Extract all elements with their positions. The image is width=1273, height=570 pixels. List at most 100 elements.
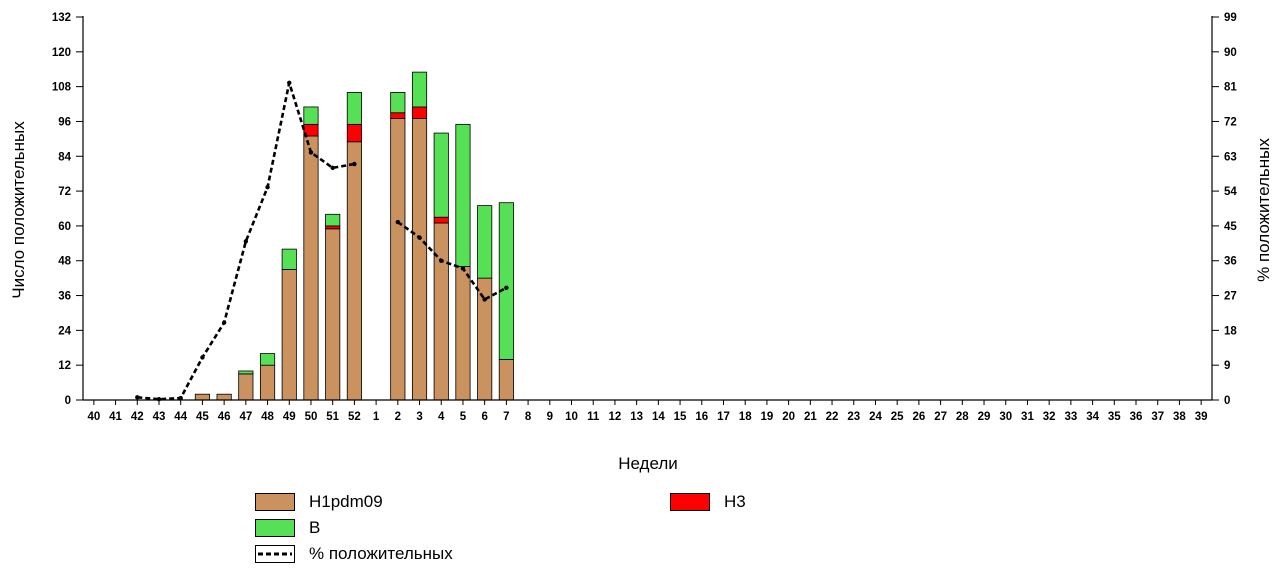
pct-point-6	[482, 297, 487, 302]
pct-point-43	[156, 397, 162, 402]
y-left-tick-label-132: 132	[52, 12, 71, 24]
bar-h1pdm09-7	[498, 358, 514, 401]
x-tick-label-50: 50	[305, 411, 318, 423]
x-tick-label-29: 29	[978, 411, 991, 423]
x-tick-label-19: 19	[761, 411, 774, 423]
x-tick-label-52: 52	[348, 411, 361, 423]
y-right-tick-label-18: 18	[1224, 325, 1237, 337]
x-tick-label-37: 37	[1151, 411, 1164, 423]
bar-b-2	[390, 92, 406, 114]
x-tick-label-40: 40	[87, 411, 100, 423]
x-tick-label-20: 20	[782, 411, 795, 423]
x-tick-label-49: 49	[283, 411, 296, 423]
x-tick-label-17: 17	[717, 411, 730, 423]
x-tick-label-43: 43	[153, 411, 166, 423]
y-right-tick-label-63: 63	[1224, 151, 1237, 163]
x-tick-label-44: 44	[174, 411, 187, 423]
y-axis-right-title: % положительных	[1254, 138, 1273, 282]
x-tick-label-38: 38	[1173, 411, 1186, 423]
bar-h1pdm09-51	[325, 228, 341, 401]
y-left-tick-label-120: 120	[52, 47, 71, 59]
pct-point-52	[352, 161, 357, 167]
bar-h1pdm09-2	[390, 118, 406, 401]
pct-point-45	[200, 355, 205, 360]
bar-h1pdm09-4	[433, 222, 449, 401]
x-tick-label-13: 13	[630, 411, 643, 423]
y-right-tick-label-27: 27	[1224, 291, 1237, 303]
bar-h3-3	[411, 106, 428, 119]
x-tick-label-18: 18	[739, 411, 752, 423]
x-tick-label-34: 34	[1086, 411, 1099, 423]
pct-point-47	[243, 239, 249, 244]
x-tick-label-5: 5	[460, 411, 467, 423]
y-left-tick-label-48: 48	[58, 256, 71, 268]
bar-b-5	[455, 123, 471, 267]
bar-b-7	[498, 202, 514, 360]
x-tick-label-15: 15	[674, 411, 687, 423]
x-tick-label-14: 14	[652, 411, 665, 423]
bar-h1pdm09-46	[216, 393, 232, 401]
bar-b-3	[411, 71, 428, 108]
x-tick-label-10: 10	[565, 411, 578, 423]
y-left-tick-label-60: 60	[58, 221, 71, 233]
y-right-tick-label-81: 81	[1224, 82, 1237, 94]
x-tick-label-25: 25	[891, 411, 904, 423]
x-tick-label-23: 23	[847, 411, 860, 423]
y-axis-left-title: Число положительных	[9, 121, 28, 299]
y-left-tick-label-24: 24	[58, 325, 71, 337]
bar-h1pdm09-50	[303, 135, 319, 401]
pct-point-48	[265, 185, 270, 190]
bar-h1pdm09-48	[259, 364, 276, 401]
y-right-tick-label-9: 9	[1224, 360, 1230, 372]
x-tick-label-21: 21	[804, 411, 817, 423]
pct-point-4	[439, 258, 444, 263]
bar-b-48	[259, 353, 276, 366]
x-tick-label-7: 7	[503, 411, 509, 423]
y-right-tick-label-0: 0	[1224, 395, 1230, 407]
pct-point-2	[395, 219, 401, 225]
bar-b-49	[281, 248, 297, 270]
bar-h1pdm09-45	[194, 393, 210, 401]
pct-line-segment-1	[137, 81, 355, 401]
bar-b-47	[238, 370, 254, 375]
y-right-tick-label-99: 99	[1224, 12, 1237, 24]
y-left-tick-label-72: 72	[58, 186, 71, 198]
x-tick-label-31: 31	[1021, 411, 1034, 423]
y-left-tick-label-12: 12	[58, 360, 71, 372]
y-right-tick-label-45: 45	[1224, 221, 1237, 233]
pct-point-50	[308, 150, 314, 155]
bar-b-50	[303, 106, 319, 125]
pct-point-42	[135, 395, 140, 400]
x-axis-title: Недели	[618, 454, 678, 473]
plot-area: 40 41 42 43 44 45 46 47 48 49 50 51 52 1 2 3 4 5 6 7 8 9 10 11 1…	[52, 12, 1238, 423]
x-tick-label-35: 35	[1108, 411, 1121, 423]
x-tick-label-1: 1	[373, 411, 380, 423]
y-left-tick-label-96: 96	[58, 116, 71, 128]
x-tick-label-22: 22	[826, 411, 839, 423]
y-left-tick-label-36: 36	[58, 291, 71, 303]
x-tick-label-41: 41	[109, 411, 122, 423]
x-tick-label-47: 47	[239, 411, 252, 423]
x-tick-label-51: 51	[326, 411, 339, 423]
x-tick-label-39: 39	[1195, 411, 1208, 423]
bar-h3-4	[433, 216, 449, 224]
bar-h1pdm09-3	[411, 118, 428, 401]
x-tick-label-30: 30	[999, 411, 1012, 423]
x-tick-label-33: 33	[1064, 411, 1077, 423]
x-tick-label-3: 3	[416, 411, 422, 423]
y-right-tick-label-36: 36	[1224, 256, 1237, 268]
x-tick-label-4: 4	[438, 411, 445, 423]
x-tick-label-9: 9	[547, 411, 553, 423]
bar-h1pdm09-47	[238, 373, 254, 401]
x-tick-label-6: 6	[481, 411, 487, 423]
x-tick-label-8: 8	[525, 411, 532, 423]
y-left-tick-label-0: 0	[65, 395, 71, 407]
x-tick-label-28: 28	[956, 411, 969, 423]
bar-b-6	[477, 205, 493, 279]
x-tick-label-16: 16	[695, 411, 708, 423]
pct-line-segment-2	[397, 220, 507, 301]
pct-point-5	[460, 266, 466, 271]
bar-b-52	[346, 92, 362, 125]
y-left-tick-label-84: 84	[58, 151, 71, 163]
y-right-tick-label-90: 90	[1224, 47, 1237, 59]
